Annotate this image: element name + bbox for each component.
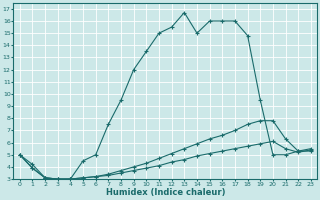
X-axis label: Humidex (Indice chaleur): Humidex (Indice chaleur) <box>106 188 225 197</box>
